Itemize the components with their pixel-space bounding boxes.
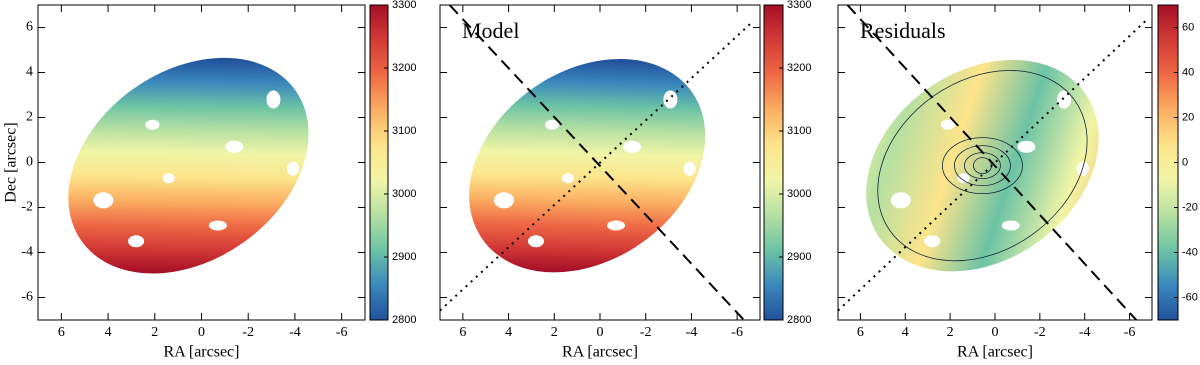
colorbar-tick-label: 3300 <box>787 0 811 11</box>
masked-region <box>93 192 114 209</box>
colorbar-tick-label: 3300 <box>392 0 416 11</box>
colorbar-tick-label: -20 <box>1182 201 1198 213</box>
x-tick-label: -4 <box>289 325 301 340</box>
x-tick-label: -6 <box>731 325 743 340</box>
colorbar-tick-label: 60 <box>1182 21 1194 33</box>
velocity-field <box>440 5 755 320</box>
x-tick-label: 4 <box>105 325 112 340</box>
y-tick-label: 4 <box>26 65 33 80</box>
field-region <box>866 59 1099 272</box>
masked-region <box>1076 161 1089 176</box>
velocity-field <box>68 57 309 274</box>
y-tick-label: 2 <box>26 110 33 125</box>
major-axis <box>448 5 745 320</box>
colorbar-tick-label: -40 <box>1182 246 1198 258</box>
x-tick-label: 6 <box>459 325 466 340</box>
y-tick-label: 6 <box>26 20 33 35</box>
y-tick-label: -4 <box>21 245 33 260</box>
masked-region <box>1001 220 1020 231</box>
x-tick-label: 2 <box>947 325 954 340</box>
masked-region <box>545 119 559 130</box>
x-tick-label: -6 <box>1124 325 1136 340</box>
x-tick-label: -6 <box>336 325 348 340</box>
x-tick-label: 4 <box>902 325 909 340</box>
masked-region <box>528 235 544 248</box>
masked-region <box>494 192 514 209</box>
colorbar-tick-label: 20 <box>1182 111 1194 123</box>
field-region <box>68 57 309 274</box>
colorbar-tick-label: 3200 <box>787 62 811 74</box>
colorbar-tick-label: 3000 <box>787 188 811 200</box>
masked-region <box>1017 140 1036 153</box>
masked-region <box>162 173 175 184</box>
masked-region <box>208 220 227 231</box>
contour <box>954 145 1011 187</box>
x-axis-label: RA [arcsec] <box>562 344 638 361</box>
masked-region <box>225 140 244 153</box>
masked-region <box>683 161 696 176</box>
masked-region <box>562 173 574 184</box>
masked-region <box>607 220 625 231</box>
colorbar-tick-label: -60 <box>1182 291 1198 303</box>
x-tick-label: 0 <box>597 325 604 340</box>
x-tick-label: -2 <box>640 325 652 340</box>
x-tick-label: -2 <box>1034 325 1046 340</box>
colorbar-tick-label: 0 <box>1182 156 1188 168</box>
colorbar-tick-label: 2900 <box>787 251 811 263</box>
masked-region <box>957 173 970 184</box>
colorbar-tick-label: 40 <box>1182 66 1194 78</box>
major-axis <box>846 5 1138 320</box>
y-tick-label: -2 <box>21 200 33 215</box>
colorbar-tick-label: 2800 <box>787 314 811 326</box>
masked-region <box>128 235 145 248</box>
contour <box>877 70 1088 262</box>
masked-region <box>940 119 955 130</box>
colorbar-tick-label: 3100 <box>787 125 811 137</box>
x-tick-label: 4 <box>505 325 512 340</box>
masked-region <box>1057 90 1072 109</box>
colorbar-tick-label: 3000 <box>392 188 416 200</box>
x-axis-label: RA [arcsec] <box>957 344 1033 361</box>
masked-region <box>890 192 911 209</box>
panel-title: Model <box>462 18 519 43</box>
minor-axis <box>440 20 755 312</box>
y-tick-label: -6 <box>21 290 33 305</box>
x-axis-label: RA [arcsec] <box>164 344 240 361</box>
colorbar <box>763 4 784 321</box>
masked-region <box>663 90 678 109</box>
x-tick-label: 6 <box>58 325 65 340</box>
panel-title: Residuals <box>860 18 946 43</box>
x-tick-label: -4 <box>686 325 698 340</box>
velocity-field <box>838 5 1147 320</box>
y-tick-label: 0 <box>26 155 33 170</box>
colorbar-tick-label: 3100 <box>392 125 416 137</box>
masked-region <box>924 235 941 248</box>
minor-axis <box>838 20 1147 312</box>
contour <box>942 137 1023 195</box>
x-tick-label: -2 <box>242 325 254 340</box>
masked-region <box>287 161 300 176</box>
colorbar-tick-label: 3200 <box>392 62 416 74</box>
x-tick-label: -4 <box>1079 325 1091 340</box>
x-tick-label: 0 <box>198 325 205 340</box>
field-region <box>469 58 706 273</box>
masked-region <box>623 140 641 153</box>
colorbar-tick-label: 2800 <box>392 314 416 326</box>
y-axis-label: Dec [arcsec] <box>3 122 20 202</box>
masked-region <box>266 90 281 109</box>
x-tick-label: 0 <box>992 325 999 340</box>
masked-region <box>145 119 160 130</box>
colorbar-tick-label: 2900 <box>392 251 416 263</box>
x-tick-label: 2 <box>151 325 158 340</box>
x-tick-label: 6 <box>857 325 864 340</box>
x-tick-label: 2 <box>551 325 558 340</box>
colorbar <box>369 4 389 321</box>
